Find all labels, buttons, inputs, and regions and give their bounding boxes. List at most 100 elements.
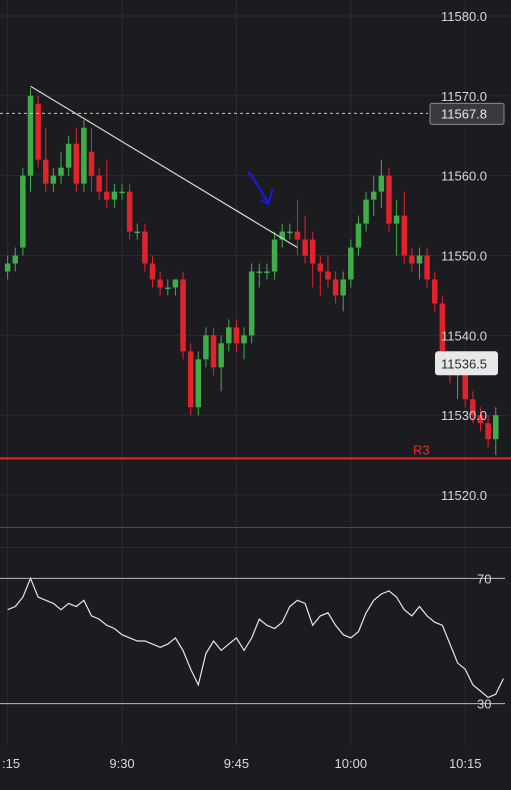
bearish-candle: [309, 231, 316, 288]
last-price-tag: 11536.5: [435, 351, 498, 376]
candle-body: [111, 191, 118, 200]
bearish-candle: [73, 127, 80, 192]
candle-body: [271, 239, 278, 272]
last-price-tag-text: 11536.5: [441, 356, 487, 371]
bullish-candle: [50, 167, 57, 192]
last-price-tag-box: [435, 351, 498, 376]
candle-body: [50, 175, 57, 184]
candle-body: [149, 263, 156, 280]
dashed-price-tag: 11567.8: [429, 102, 505, 125]
candle-body: [218, 343, 224, 368]
time-tick-label: 10:00: [335, 756, 368, 771]
bearish-candle: [210, 327, 217, 376]
candle-body: [279, 231, 285, 240]
candle-body: [424, 255, 430, 280]
bearish-candle: [386, 167, 392, 232]
bullish-candle: [27, 87, 34, 192]
bearish-candle: [43, 127, 49, 192]
price-tick-label: 11540.0: [441, 328, 487, 343]
bearish-candle: [424, 247, 430, 288]
price-tick-label: 11520.0: [441, 488, 487, 503]
bearish-candle: [96, 167, 102, 200]
candle-body: [4, 263, 11, 272]
candle-body: [210, 335, 217, 368]
candle-body: [493, 415, 499, 440]
bullish-candle: [378, 159, 385, 208]
candle-body: [165, 287, 171, 289]
candle-body: [348, 247, 354, 280]
bearish-candle: [104, 159, 110, 208]
bearish-candle: [294, 199, 301, 256]
candle-body: [134, 231, 141, 234]
bullish-candle: [363, 191, 369, 232]
candle-body: [378, 175, 385, 192]
bullish-candle: [65, 135, 72, 176]
candle-body: [96, 175, 102, 192]
candle-body: [309, 239, 316, 264]
candle-body: [104, 191, 110, 200]
bullish-candle: [226, 319, 232, 352]
bearish-candle: [485, 415, 491, 448]
time-tick-label: :15: [2, 756, 20, 771]
time-axis-labels: :15 9:30 9:45 10:00 10:15: [2, 756, 482, 771]
bearish-candle: [157, 271, 163, 296]
bearish-candle: [35, 95, 41, 168]
bearish-candle: [142, 223, 148, 272]
bullish-candle: [416, 247, 423, 280]
candle-body: [172, 279, 179, 288]
bearish-candle: [149, 255, 156, 288]
bearish-candle: [332, 271, 339, 304]
candle-body: [355, 223, 362, 248]
bullish-candle: [12, 247, 18, 272]
bearish-candle: [470, 391, 476, 424]
candle-body: [485, 423, 491, 440]
candle-body: [264, 271, 270, 273]
bullish-candle: [271, 231, 278, 280]
candle-body: [401, 215, 407, 256]
bullish-candle: [111, 183, 118, 208]
bearish-candle: [409, 247, 415, 272]
bullish-candle: [134, 223, 141, 240]
candle-body: [470, 399, 476, 416]
candle-body: [142, 231, 148, 264]
bearish-candle: [325, 255, 331, 288]
arrow-shaft: [247, 171, 270, 205]
bullish-candle: [355, 215, 362, 256]
bullish-candle: [119, 183, 125, 200]
candle-body: [43, 159, 49, 184]
candle-body: [317, 263, 324, 272]
price-tick-label: 11580.0: [441, 9, 487, 24]
bearish-candle: [88, 127, 95, 192]
bullish-candle: [287, 223, 293, 240]
candle-body: [340, 279, 346, 296]
bearish-candle: [233, 319, 240, 352]
candle-body: [12, 255, 18, 264]
bullish-candle: [264, 263, 270, 280]
time-tick-label: 9:30: [109, 756, 134, 771]
candle-body: [126, 191, 133, 232]
bullish-candle: [165, 279, 171, 296]
bearish-candle: [187, 343, 194, 416]
candle-body: [370, 191, 377, 200]
bullish-candle: [58, 151, 64, 184]
candle-body: [477, 415, 484, 424]
candle-body: [180, 279, 186, 352]
candle-body: [294, 231, 301, 240]
bullish-candle: [20, 167, 26, 256]
candle-body: [462, 367, 468, 400]
bullish-candle: [81, 119, 87, 192]
bullish-candle: [370, 175, 377, 216]
bearish-candle: [317, 255, 324, 296]
bearish-candle: [431, 271, 438, 312]
candle-body: [363, 199, 369, 224]
candle-body: [81, 127, 87, 184]
candle-body: [187, 351, 194, 408]
candle-body: [157, 279, 163, 288]
bullish-candle: [493, 407, 499, 456]
r3-label: R3: [413, 442, 430, 457]
bearish-candle: [180, 271, 186, 360]
candle-body: [325, 271, 331, 280]
bullish-candle: [195, 351, 202, 416]
candle-body: [393, 215, 400, 224]
